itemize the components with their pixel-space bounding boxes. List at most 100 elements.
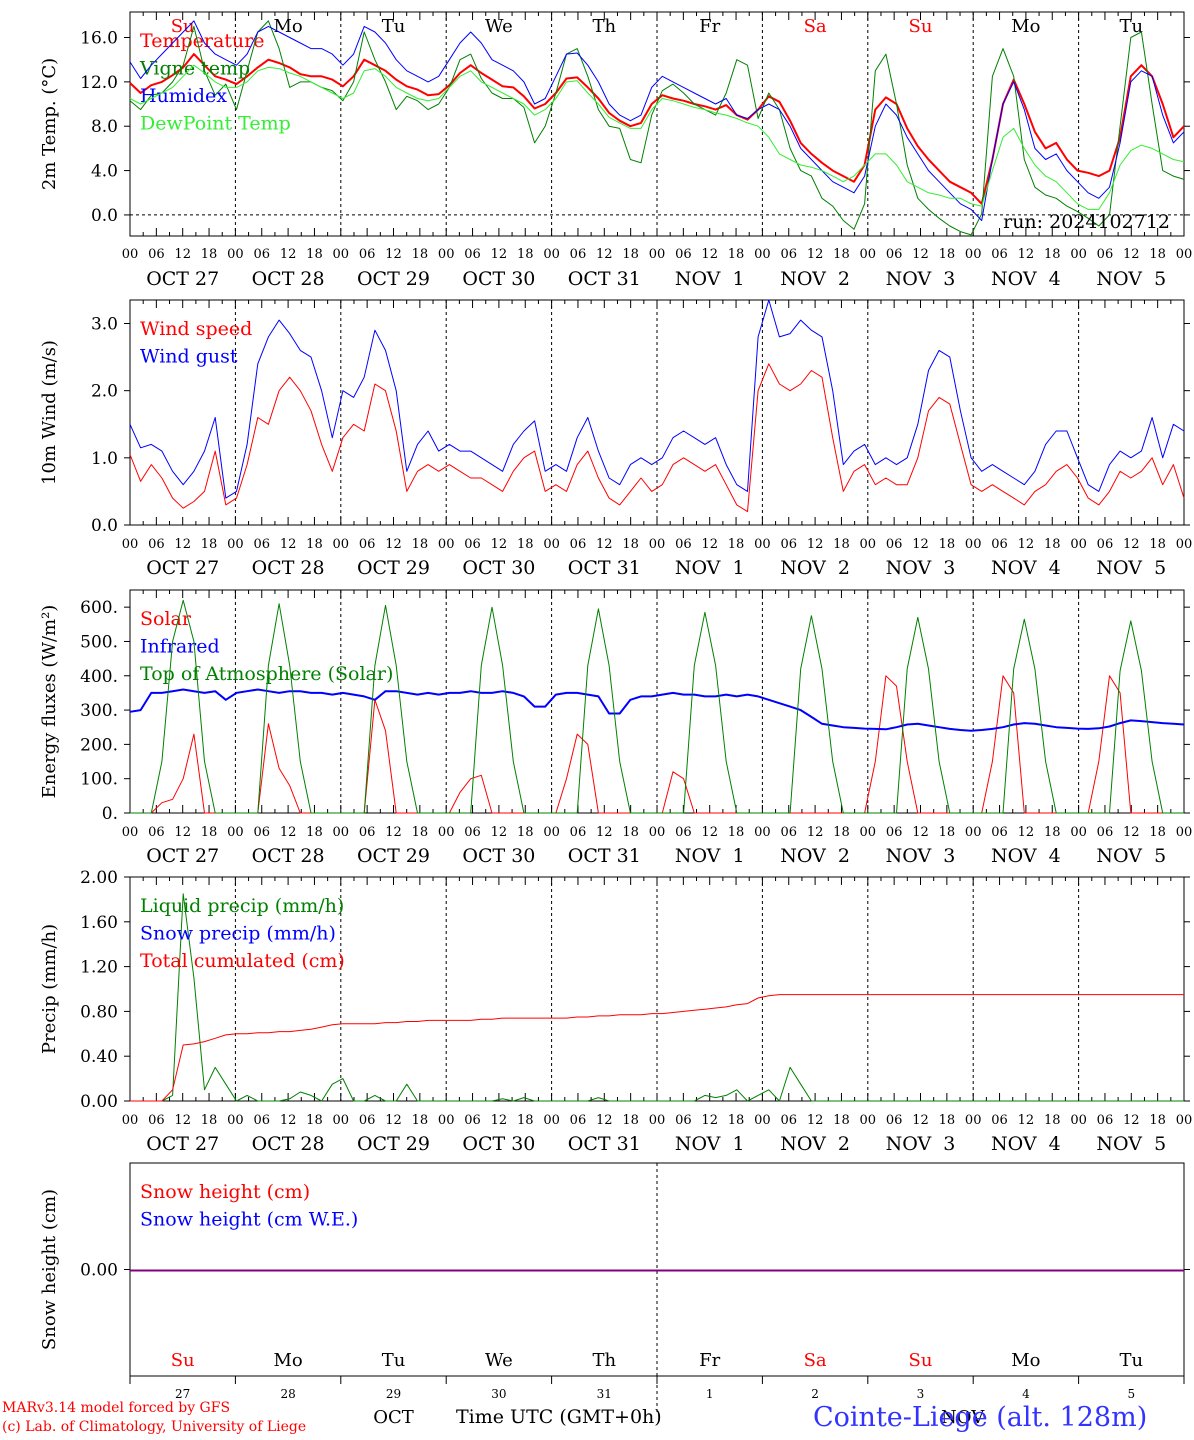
panel-3-hour-label: 18 (517, 1113, 534, 1128)
panel-3-hour-label: 00 (860, 1113, 877, 1128)
panel-1-hour-label: 06 (253, 537, 270, 552)
panel-1-hour-label: 18 (306, 537, 323, 552)
series-top-of-atmosphere-solar--line (130, 599, 1184, 814)
panel-2-date-label: NOV 1 (675, 845, 745, 867)
panel-3-ytick-label: 1.60 (80, 913, 118, 933)
bottom-daynum-label: 28 (280, 1387, 295, 1401)
panel-0-hour-label: 06 (148, 247, 165, 262)
panel-2-ytick-label: 300. (80, 701, 118, 721)
panel-2-date-label: OCT 27 (146, 845, 219, 867)
panel-1-hour-label: 06 (780, 537, 797, 552)
legend-temperature: Temperature (140, 30, 264, 52)
panel-3-hour-label: 06 (570, 1113, 587, 1128)
panel-0-ytick-label: 12.0 (80, 73, 118, 93)
panel-3-ytick-label: 0.80 (80, 1002, 118, 1022)
panel-2-hour-label: 12 (807, 825, 824, 840)
panel-3-date-label: NOV 3 (886, 1133, 956, 1155)
legend-top-of-atmosphere-solar-: Top of Atmosphere (Solar) (140, 663, 393, 685)
panel-0-hour-label: 12 (1123, 247, 1140, 262)
panel-1-hour-label: 00 (754, 537, 771, 552)
panel-3-hour-label: 18 (412, 1113, 429, 1128)
panel-3-hour-label: 00 (122, 1113, 139, 1128)
panel-0-hour-label: 06 (780, 247, 797, 262)
panel-1-date-label: OCT 27 (146, 557, 219, 579)
panel-2-date-label: OCT 30 (462, 845, 535, 867)
x-axis-label: Time UTC (GMT+0h) (456, 1406, 662, 1428)
panel-4-ytick-label: 0.00 (80, 1261, 118, 1281)
panel-2-hour-label-end: 00 (1176, 825, 1193, 840)
panel-1-ytick-label: 3.0 (91, 315, 118, 335)
panel-1-hour-label: 12 (701, 537, 718, 552)
panel-2-hour-label: 06 (359, 825, 376, 840)
panel-2-hour-label: 00 (860, 825, 877, 840)
panel-3-hour-label: 06 (253, 1113, 270, 1128)
panel-3-hour-label: 12 (385, 1113, 402, 1128)
panel-1-hour-label: 12 (280, 537, 297, 552)
top-weekday-label: Su (909, 16, 933, 37)
panel-2-hour-label: 00 (543, 825, 560, 840)
series-liquid-precip-mm-h--line (130, 893, 1184, 1102)
panel-3-hour-label: 00 (649, 1113, 666, 1128)
panel-0-hour-label: 12 (491, 247, 508, 262)
panel-1-hour-label: 06 (991, 537, 1008, 552)
panel-0-hour-label: 12 (385, 247, 402, 262)
panel-3-hour-label: 00 (227, 1113, 244, 1128)
panel-1-hour-label: 00 (860, 537, 877, 552)
panel-0-hour-label: 00 (227, 247, 244, 262)
panel-0-hour-label: 12 (280, 247, 297, 262)
month-label-oct: OCT (373, 1407, 414, 1428)
panel-1-hour-label: 06 (359, 537, 376, 552)
series-humidex-line (129, 20, 1185, 221)
panel-2-ylabel: Energy fluxes (W/m²) (39, 605, 60, 799)
top-weekday-label: Mo (273, 16, 302, 37)
legend-infrared: Infrared (140, 636, 220, 658)
panel-0-ytick-label: 4.0 (91, 162, 118, 182)
panel-2-hour-label: 00 (333, 825, 350, 840)
panel-1-hour-label: 18 (517, 537, 534, 552)
panel-3-hour-label: 06 (148, 1113, 165, 1128)
panel-2-hour-label: 12 (174, 825, 191, 840)
panel-1-hour-label: 12 (1018, 537, 1035, 552)
panel-0-hour-label: 18 (1149, 247, 1166, 262)
panel-1-hour-label: 00 (1070, 537, 1087, 552)
legend-total-cumulated-cm-: Total cumulated (cm) (140, 950, 345, 972)
panel-0-hour-label: 00 (754, 247, 771, 262)
panel-2-hour-label: 18 (833, 825, 850, 840)
panel-0-ytick-label: 0.0 (91, 206, 118, 226)
panel-3-hour-label: 18 (306, 1113, 323, 1128)
panel-3-ytick-label: 2.00 (80, 868, 118, 888)
panel-2-ytick-label: 400. (80, 667, 118, 687)
top-weekday-label: Tu (382, 16, 406, 37)
panel-0-ylabel: 2m Temp. (°C) (39, 58, 60, 190)
legend-snow-height-cm-: Snow height (cm) (140, 1181, 310, 1203)
series-temperature-line (129, 53, 1185, 205)
panel-1-date-label: OCT 31 (568, 557, 641, 579)
panel-1-hour-label: 12 (1123, 537, 1140, 552)
panel-3-ylabel: Precip (mm/h) (39, 924, 60, 1054)
panel-0-date-label: OCT 31 (568, 268, 641, 290)
series-infrared-line (129, 688, 1185, 732)
panel-1-hour-label: 00 (543, 537, 560, 552)
panel-0-hour-label: 06 (253, 247, 270, 262)
panel-0-hour-label: 18 (833, 247, 850, 262)
run-annotation: run: 2024102712 (1003, 211, 1170, 233)
panel-1-hour-label: 00 (649, 537, 666, 552)
panel-1-hour-label: 12 (596, 537, 613, 552)
panel-0-hour-label-end: 00 (1176, 247, 1193, 262)
panel-2-ytick-label: 0. (102, 804, 118, 824)
panel-3-hour-label: 00 (438, 1113, 455, 1128)
panel-2-hour-label: 12 (385, 825, 402, 840)
legend-wind-speed: Wind speed (140, 318, 252, 340)
bottom-weekday-label: Tu (382, 1350, 406, 1371)
panel-0-hour-label: 00 (438, 247, 455, 262)
panel-2-hour-label: 18 (939, 825, 956, 840)
station-title: Cointe-Liege (alt. 128m) (813, 1402, 1148, 1433)
legend-liquid-precip-mm-h-: Liquid precip (mm/h) (140, 895, 344, 917)
panel-3-hour-label: 06 (886, 1113, 903, 1128)
top-weekday-label: Mo (1011, 16, 1040, 37)
panel-1-hour-label: 18 (833, 537, 850, 552)
panel-0-date-label: OCT 30 (462, 268, 535, 290)
panel-0-hour-label: 12 (596, 247, 613, 262)
panel-2-date-label: NOV 5 (1096, 845, 1166, 867)
bottom-daynum-label: 31 (597, 1387, 612, 1401)
